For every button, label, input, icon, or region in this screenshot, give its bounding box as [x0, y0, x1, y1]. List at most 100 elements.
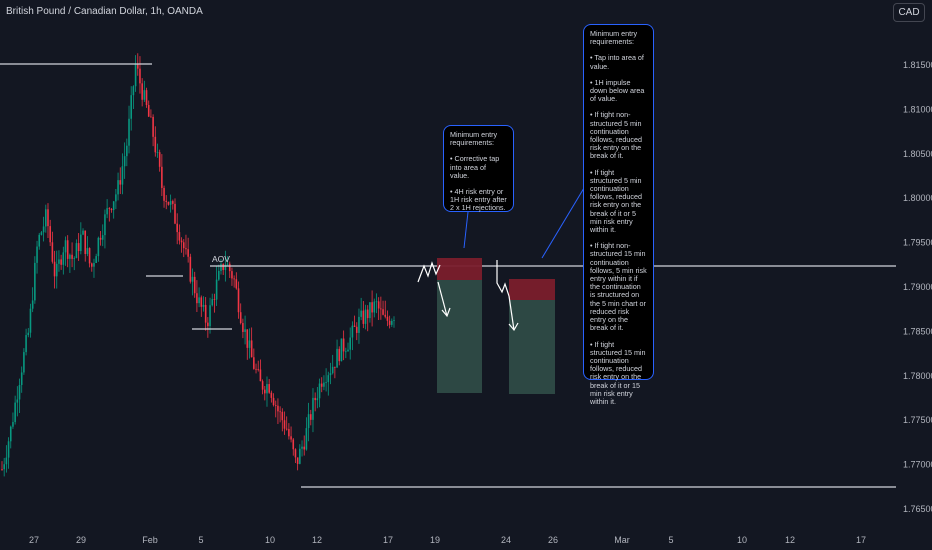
- candle: [69, 253, 71, 273]
- candle: [193, 271, 196, 298]
- candle: [126, 138, 128, 167]
- candle: [281, 408, 284, 432]
- candle: [226, 256, 229, 266]
- candle: [16, 386, 19, 417]
- candle: [261, 379, 264, 395]
- candle: [182, 239, 185, 258]
- note-bullet: • 1H impulse down below area of value.: [590, 77, 645, 104]
- candle: [62, 246, 65, 275]
- callout-pointer-1: [463, 211, 469, 249]
- candle: [312, 388, 314, 433]
- candle: [222, 263, 224, 275]
- candle: [34, 256, 36, 304]
- candle: [38, 232, 41, 250]
- candle: [268, 379, 270, 394]
- candle: [334, 366, 336, 379]
- time-tick-label: 19: [430, 535, 440, 545]
- candle: [104, 209, 106, 249]
- price-tick-label: 1.77000: [903, 460, 932, 470]
- price-tick-label: 1.80000: [903, 193, 932, 203]
- candle: [176, 213, 178, 245]
- candle: [132, 85, 135, 109]
- candle: [187, 237, 189, 263]
- candle: [198, 287, 200, 308]
- short-position-target-zone-2[interactable]: [509, 300, 555, 394]
- candle: [202, 296, 205, 312]
- candle: [360, 297, 362, 321]
- candle: [307, 402, 310, 442]
- candle: [150, 109, 152, 118]
- candle: [145, 87, 148, 108]
- candle: [292, 438, 295, 456]
- time-tick-label: 26: [548, 535, 558, 545]
- note-bullet: • 4H risk entry or 1H risk entry after 2…: [450, 187, 507, 213]
- candle: [340, 338, 343, 362]
- candle: [233, 275, 235, 288]
- candle: [325, 368, 327, 392]
- candle: [285, 416, 288, 431]
- candle: [31, 287, 34, 313]
- time-tick-label: Feb: [142, 535, 158, 545]
- price-tick-label: 1.79500: [903, 238, 932, 248]
- candle: [55, 250, 58, 289]
- time-tick-label: 5: [668, 535, 673, 545]
- candle: [259, 359, 262, 382]
- candle: [191, 268, 194, 296]
- candle: [371, 290, 373, 327]
- price-tick-label: 1.77500: [903, 415, 932, 425]
- candle: [294, 448, 297, 464]
- note-bullet: • If tight structured 5 min continuation…: [590, 167, 642, 235]
- candle: [101, 224, 104, 247]
- projection-path-1[interactable]: [417, 261, 441, 283]
- short-position-target-zone-1[interactable]: [437, 280, 482, 393]
- candle: [167, 201, 170, 206]
- candle: [51, 231, 54, 264]
- candle: [277, 398, 279, 425]
- candle: [263, 386, 266, 401]
- candle: [358, 308, 360, 344]
- entry-note-first[interactable]: Minimum entry requirements: • Corrective…: [443, 125, 514, 212]
- candle: [90, 262, 93, 272]
- candle: [165, 195, 168, 210]
- note-bullet: • Tap into area of value.: [590, 53, 644, 71]
- candle: [257, 360, 260, 372]
- candle: [185, 234, 187, 255]
- candle: [207, 317, 209, 338]
- short-position-stop-zone-2[interactable]: [509, 279, 555, 300]
- price-tick-label: 1.76500: [903, 504, 932, 514]
- candle: [296, 457, 299, 471]
- candle: [213, 293, 216, 313]
- time-tick-label: 10: [737, 535, 747, 545]
- candle: [97, 236, 100, 262]
- candle: [1, 461, 3, 471]
- candle: [42, 216, 45, 242]
- candle: [272, 393, 275, 407]
- candle: [380, 296, 382, 320]
- candle: [25, 328, 27, 356]
- note-bullet: • Corrective tap into area of value.: [450, 154, 500, 180]
- time-tick-label: 5: [198, 535, 203, 545]
- time-tick-label: 27: [29, 535, 39, 545]
- candle: [248, 328, 251, 359]
- candle: [64, 236, 67, 266]
- candle: [373, 298, 376, 318]
- candle: [128, 105, 130, 154]
- candle: [270, 390, 273, 403]
- candle: [139, 56, 141, 94]
- symbol-title[interactable]: British Pound / Canadian Dollar, 1h, OAN…: [6, 6, 203, 17]
- time-tick-label: 17: [383, 535, 393, 545]
- candle: [60, 254, 62, 270]
- projection-arrow-1[interactable]: [437, 281, 448, 317]
- candle: [327, 371, 330, 396]
- candle: [80, 222, 82, 255]
- candle: [235, 272, 238, 290]
- candle: [130, 86, 133, 131]
- time-tick-label: 10: [265, 535, 275, 545]
- candle: [353, 315, 356, 328]
- projection-path-2[interactable]: [496, 260, 510, 297]
- short-position-stop-zone-1[interactable]: [437, 258, 482, 280]
- currency-button[interactable]: CAD: [893, 3, 925, 22]
- entry-note-second[interactable]: Minimum entry requirements: • Tap into a…: [583, 24, 654, 405]
- projection-arrow-2[interactable]: [508, 295, 515, 331]
